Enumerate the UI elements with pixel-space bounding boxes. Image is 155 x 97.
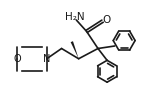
Text: O: O bbox=[102, 15, 111, 25]
Text: H₂N: H₂N bbox=[65, 12, 84, 22]
Polygon shape bbox=[71, 41, 79, 59]
Text: N: N bbox=[43, 54, 51, 64]
Text: O: O bbox=[13, 54, 21, 64]
